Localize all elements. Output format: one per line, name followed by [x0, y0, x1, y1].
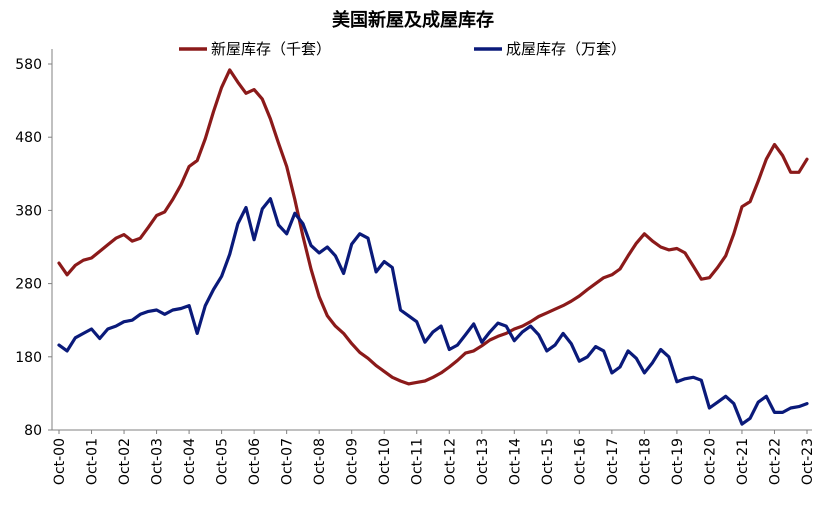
x-tick-label: Oct-00 [52, 438, 68, 485]
x-tick-label: Oct-21 [735, 438, 751, 485]
x-tick-label: Oct-11 [410, 438, 426, 485]
x-tick-label: Oct-17 [605, 438, 621, 485]
y-tick-label: 280 [15, 277, 42, 293]
series-layer [57, 68, 809, 426]
x-tick-label: Oct-08 [312, 438, 328, 485]
y-tick-label: 580 [15, 57, 42, 73]
x-tick-label: Oct-02 [117, 438, 133, 485]
x-tick-label: Oct-20 [702, 438, 718, 485]
x-tick-label: Oct-12 [442, 438, 458, 485]
y-tick-label: 180 [15, 350, 42, 366]
legend-label-existing-homes: 成屋库存（万套） [506, 40, 626, 58]
x-tick-label: Oct-22 [767, 438, 783, 485]
x-tick-label: Oct-19 [670, 438, 686, 485]
x-tick-label: Oct-07 [280, 438, 296, 485]
legend-label-new-homes: 新屋库存（千套） [211, 40, 331, 58]
y-tick-label: 380 [15, 203, 42, 219]
x-tick-label: Oct-18 [637, 438, 653, 485]
x-tick-label: Oct-01 [85, 438, 101, 485]
chart-title: 美国新屋及成屋库存 [332, 9, 494, 31]
y-tick-label: 480 [15, 130, 42, 146]
x-tick-label: Oct-09 [345, 438, 361, 485]
x-tick-label: Oct-04 [182, 438, 198, 485]
series-line-new-homes [57, 68, 809, 386]
x-ticks: Oct-00 Oct-01 Oct-02 Oct-03 Oct-04 Oct-05 Oct-… [52, 430, 816, 485]
x-tick-label: Oct-06 [247, 438, 263, 485]
x-tick-label: Oct-13 [475, 438, 491, 485]
x-tick-label: Oct-23 [800, 438, 816, 485]
y-tick-label: 80 [24, 423, 42, 439]
legend: 新屋库存（千套） 成屋库存（万套） [179, 40, 626, 58]
x-tick-label: Oct-14 [507, 438, 523, 485]
x-tick-label: Oct-16 [572, 438, 588, 485]
y-ticks: 80 180 280 380 480 580 [15, 57, 52, 439]
x-tick-label: Oct-05 [215, 438, 231, 485]
series-line-existing-homes [57, 197, 809, 426]
x-tick-label: Oct-03 [150, 438, 166, 485]
x-tick-label: Oct-15 [540, 438, 556, 485]
x-tick-label: Oct-10 [377, 438, 393, 485]
